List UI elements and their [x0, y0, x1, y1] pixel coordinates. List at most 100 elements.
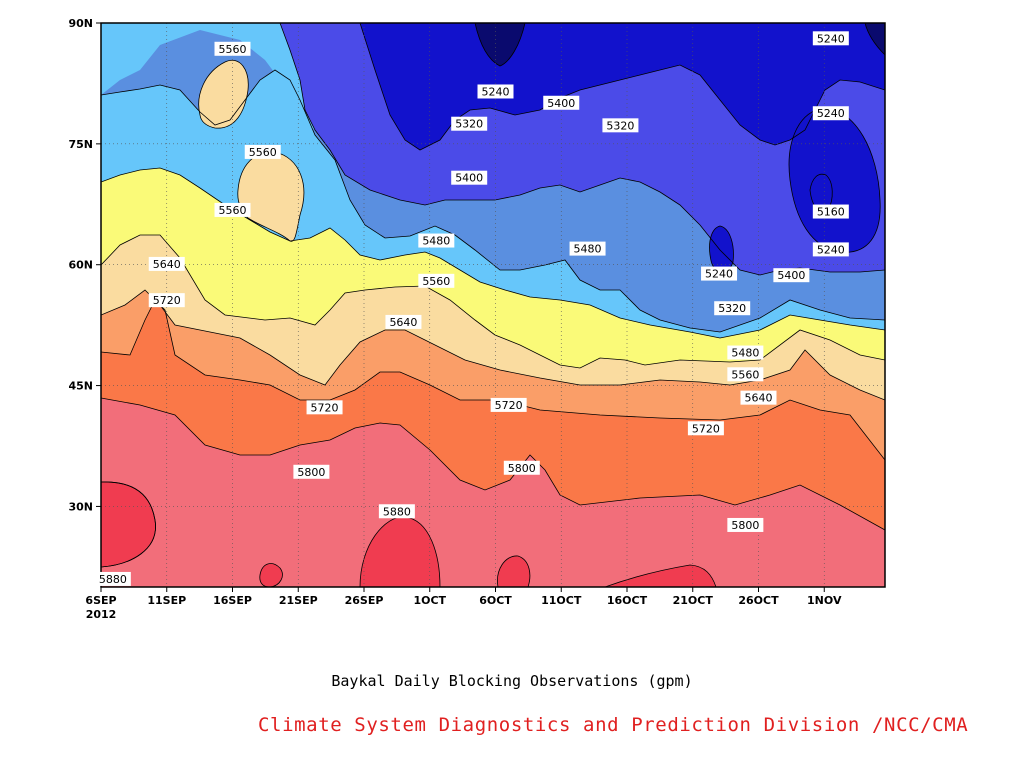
contour-label-text: 5400 [547, 97, 575, 110]
ytick-label: 45N [68, 380, 93, 393]
contour-label-text: 5640 [389, 316, 417, 329]
xtick-label: 21OCT [673, 594, 714, 607]
contour-label: 5320 [602, 118, 639, 133]
contour-label-text: 5480 [574, 243, 602, 256]
contour-label-bg [714, 301, 751, 316]
contour-label-text: 5560 [422, 275, 450, 288]
contour-label-bg [740, 390, 777, 405]
contour-lines [101, 23, 885, 587]
contour-label-bg [490, 397, 527, 412]
contour-label-text: 5560 [219, 204, 247, 217]
contour-label-text: 5320 [718, 302, 746, 315]
contour-label-text: 5480 [731, 347, 759, 360]
ytick-label: 60N [68, 259, 93, 272]
contour-label-text: 5240 [817, 32, 845, 45]
contour-label-bg [418, 273, 455, 288]
contour-label-text: 5720 [311, 401, 339, 414]
blob-5880-south-outline [604, 564, 717, 587]
contour-label-bg [727, 517, 764, 532]
contour-label: 5480 [418, 233, 455, 248]
contour-label-bg [214, 202, 251, 217]
pocket-5160-south-outline [709, 225, 734, 273]
contour-label: 5800 [293, 464, 330, 479]
blob-5880-small-a [259, 563, 283, 587]
contour-label-text: 5800 [297, 466, 325, 479]
contour-label-bg [727, 345, 764, 360]
contour-label-text: 5160 [817, 206, 845, 219]
contour-label-text: 5560 [219, 43, 247, 56]
contour-label: 5320 [714, 301, 751, 316]
ytick-label: 75N [68, 138, 93, 151]
contour-5400 [101, 167, 885, 339]
contour-label-bg [602, 118, 639, 133]
xtick-label: 11SEP [147, 594, 186, 607]
xtick-label: 16OCT [607, 594, 648, 607]
contour-label-bg [569, 241, 606, 256]
contour-label-bg [812, 242, 849, 257]
blob-5880-center [360, 516, 440, 587]
contour-label-text: 5400 [777, 269, 805, 282]
contour-label-text: 5240 [817, 107, 845, 120]
blob-5880-small-a-outline [259, 563, 283, 587]
contour-label-bg [477, 84, 514, 99]
contour-label: 5240 [812, 106, 849, 121]
contour-5240 [279, 23, 885, 276]
pocket-5560-north-outline [198, 59, 249, 129]
contour-label-text: 5800 [508, 462, 536, 475]
contour-label-bg [451, 116, 488, 131]
contour-label-text: 5720 [153, 294, 181, 307]
contour-5160 [359, 23, 885, 151]
blob-5880-small-b [497, 555, 530, 587]
contour-label: 5240 [701, 266, 738, 281]
contour-label: 5640 [740, 390, 777, 405]
contour-label-bg [244, 144, 281, 159]
pocket-5560-mid [237, 151, 304, 242]
contour-label-bg [503, 460, 540, 475]
contour-label-text: 5560 [731, 368, 759, 381]
xtick-label: 26OCT [738, 594, 779, 607]
blob-5880-west [101, 481, 156, 567]
contour-label-bg [293, 464, 330, 479]
band-5400-west [101, 23, 315, 130]
contour-5720 [101, 397, 885, 531]
contour-fills [101, 23, 885, 587]
contour-label: 5880 [378, 504, 415, 518]
contour-label-bg [701, 266, 738, 281]
pocket-5160-east-outline [788, 107, 881, 253]
xtick-label: 26SEP [345, 594, 384, 607]
contour-label: 5800 [503, 460, 540, 475]
contour-label-bg [687, 421, 724, 436]
contour-label: 5240 [812, 31, 849, 46]
pocket-5080-north-outline [474, 23, 526, 67]
contour-label: 5240 [812, 242, 849, 257]
contour-label-bg [812, 204, 849, 219]
band-5240 [101, 23, 885, 275]
contour-label-bg [812, 31, 849, 46]
contour-label: 5880 [94, 571, 131, 586]
contour-label-text: 5240 [705, 268, 733, 281]
contour-label: 5560 [214, 41, 251, 56]
contour-label: 5400 [773, 268, 810, 283]
contour-label-text: 5640 [153, 258, 181, 271]
contour-label-text: 5720 [495, 399, 523, 412]
contour-5800 [101, 481, 156, 568]
pocket-5160-south [709, 226, 734, 273]
xtick-label: 6SEP [85, 594, 116, 607]
contour-label-bg [418, 233, 455, 248]
xtick-label: 1NOV [807, 594, 842, 607]
pocket-5080-ne [865, 23, 885, 55]
chart-title: Baykal Daily Blocking Observations (gpm) [331, 672, 693, 690]
contour-label: 5640 [385, 314, 422, 329]
contour-5640 [101, 299, 885, 461]
contour-label: 5720 [687, 421, 724, 436]
contour-5320 [101, 69, 885, 333]
contour-label-bg [451, 170, 488, 185]
contour-label-bg [306, 400, 343, 415]
contour-5480 [101, 234, 885, 369]
contour-label-bg [543, 95, 580, 110]
contour-label: 5800 [727, 517, 764, 532]
contour-label-text: 5880 [383, 505, 411, 518]
contour-label: 5560 [214, 202, 251, 217]
xtick-label: 21SEP [279, 594, 318, 607]
